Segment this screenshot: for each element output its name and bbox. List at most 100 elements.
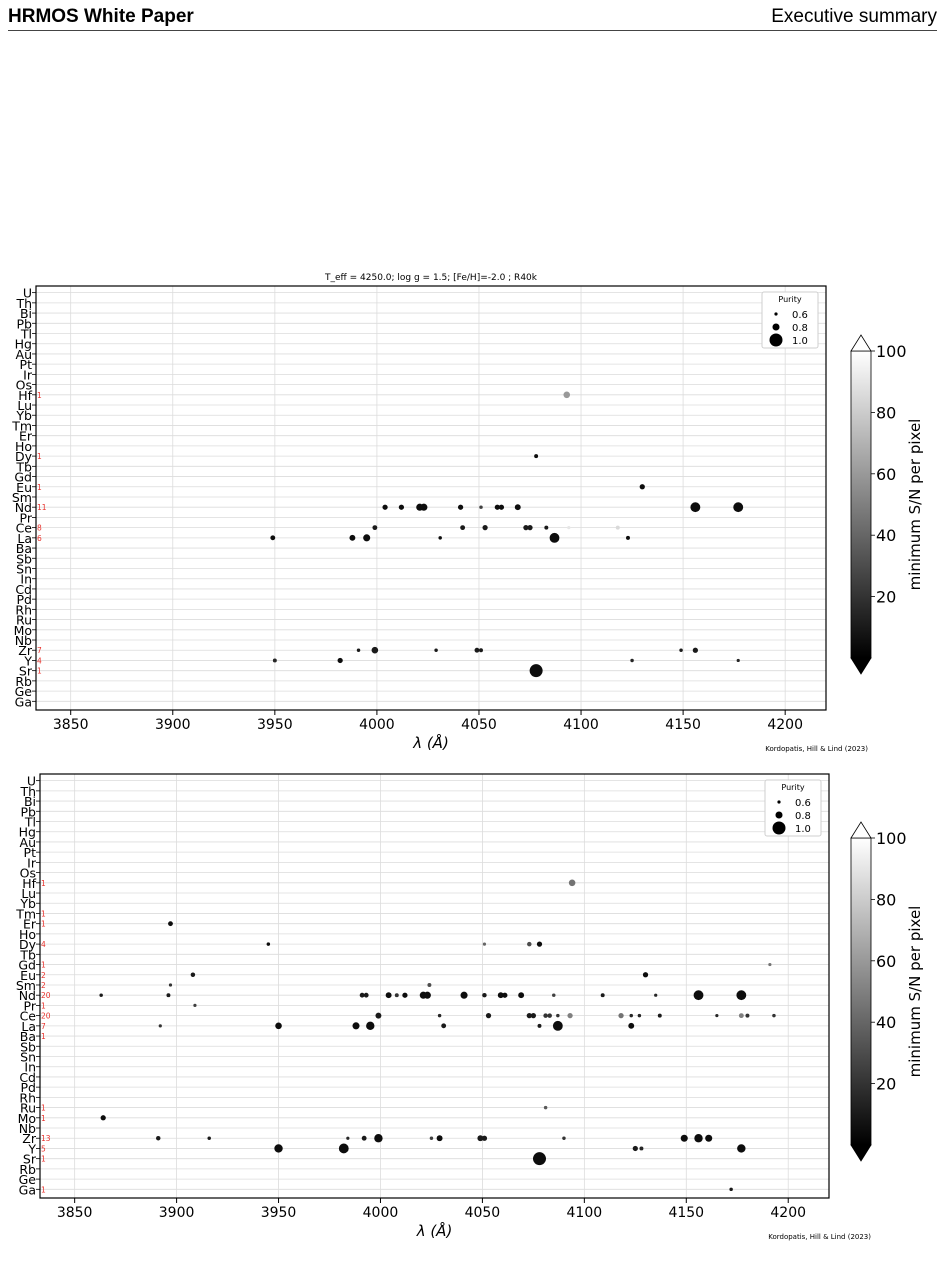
data-point-mo [100,1115,106,1121]
line-count-nd: 20 [41,991,51,1000]
y-tick-label-zr: Zr [18,643,33,658]
y-tick-label-nb: Nb [19,1121,36,1136]
data-point-zr [680,1134,688,1142]
line-count-y: 4 [37,656,42,665]
data-point-la [349,534,356,541]
line-count-mo: 1 [41,1114,46,1123]
data-point-ce [629,1013,633,1018]
y-tick-label-ga: Ga [15,694,32,709]
data-point-y [632,1145,638,1152]
data-point-ce [772,1013,776,1018]
y-tick-label-bi: Bi [24,794,36,809]
data-point-nd [690,502,701,513]
y-tick-label-dy: Dy [19,937,37,952]
data-point-zr [356,648,361,652]
y-tick-label-nb: Nb [15,633,32,648]
line-count-sm: 2 [41,981,46,990]
line-count-ce: 8 [37,524,42,533]
y-tick-label-hf: Hf [18,388,32,403]
y-tick-label-sn: Sn [20,1049,36,1064]
y-tick-label-pt: Pt [24,845,37,860]
y-tick-label-tb: Tb [19,947,36,962]
x-tick-label: 4150 [668,1205,704,1221]
y-tick-label-sr: Sr [23,1152,37,1167]
y-tick-label-ce: Ce [20,1009,37,1024]
y-tick-label-u: U [23,286,32,301]
y-tick-label-ru: Ru [16,613,32,628]
legend-entry: 0.8 [792,323,808,334]
y-tick-label-gd: Gd [18,958,36,973]
colorbar-tick-label: 80 [876,403,896,422]
line-count-ga: 1 [41,1185,46,1194]
legend-title: Purity [781,783,804,792]
data-point-zr [361,1135,367,1141]
y-tick-label-os: Os [16,378,32,393]
data-point-nd [552,993,556,997]
data-point-zr [694,1134,703,1143]
y-tick-label-ir: Ir [27,855,37,870]
data-point-ce [738,1013,744,1019]
y-tick-label-ba: Ba [20,1029,36,1044]
data-point-zr [692,647,698,653]
colorbar-min-arrow [850,657,872,675]
y-tick-label-pr: Pr [24,998,37,1013]
y-tick-label-er: Er [23,917,37,932]
chart-top: T_eff = 4250.0; log g = 1.5; [Fe/H]=-2.0… [11,273,924,753]
line-count-pr: 1 [41,1001,46,1010]
line-count-hf: 1 [37,391,42,400]
data-point-la [537,1023,542,1028]
data-point-dy [266,942,271,946]
data-point-y [274,1144,283,1153]
data-point-nd [166,993,171,998]
data-point-ce [615,525,620,530]
x-tick-label: 3950 [261,1205,297,1221]
data-point-nd [457,504,464,510]
data-point-y [338,1143,349,1154]
y-tick-label-pd: Pd [17,592,32,607]
data-point-nd [398,504,405,510]
y-tick-label-hg: Hg [15,337,32,352]
data-point-hf [563,391,571,399]
header-section: Executive summary [771,6,937,27]
legend-entry: 0.6 [792,310,808,321]
legend-marker [769,333,783,347]
data-point-la [628,1022,635,1029]
colorbar-tick-label: 40 [876,1013,896,1032]
data-point-ce [523,525,529,531]
header-title: HRMOS White Paper [8,6,194,27]
line-count-zr: 7 [37,646,42,655]
line-count-sr: 1 [41,1155,46,1164]
y-tick-label-pd: Pd [21,1080,36,1095]
y-tick-label-sr: Sr [19,664,33,679]
data-point-nd [514,504,521,511]
colorbar-tick-label: 100 [876,342,907,361]
data-point-nd [363,992,369,998]
y-tick-label-ba: Ba [16,541,32,556]
x-tick-label: 4050 [465,1205,501,1221]
data-point-zr [429,1136,434,1140]
data-point-zr [156,1135,161,1141]
x-tick-label: 4150 [665,717,701,733]
colorbar [850,350,872,659]
data-point-nd [518,992,525,999]
y-tick-label-tl: Tl [24,815,36,830]
y-tick-label-ru: Ru [20,1101,36,1116]
colorbar-min-arrow [850,1144,872,1162]
data-point-dy [534,454,539,459]
y-tick-label-eu: Eu [16,480,32,495]
y-tick-label-pb: Pb [17,316,33,331]
data-point-ce [544,525,549,530]
data-point-zr [479,648,483,653]
data-point-nd [385,992,392,999]
line-count-ru: 1 [41,1104,46,1113]
x-axis-label: λ (Å) [416,1221,453,1240]
y-tick-label-mo: Mo [18,1111,36,1126]
line-count-dy: 1 [37,452,42,461]
x-tick-label: 3950 [257,717,293,733]
plot-frame [35,285,827,711]
data-point-ce [460,525,466,531]
data-point-ru [543,1105,548,1110]
y-tick-label-la: La [17,531,32,546]
colorbar-label: minimum S/N per pixel [906,419,924,591]
data-point-nd [460,991,468,999]
